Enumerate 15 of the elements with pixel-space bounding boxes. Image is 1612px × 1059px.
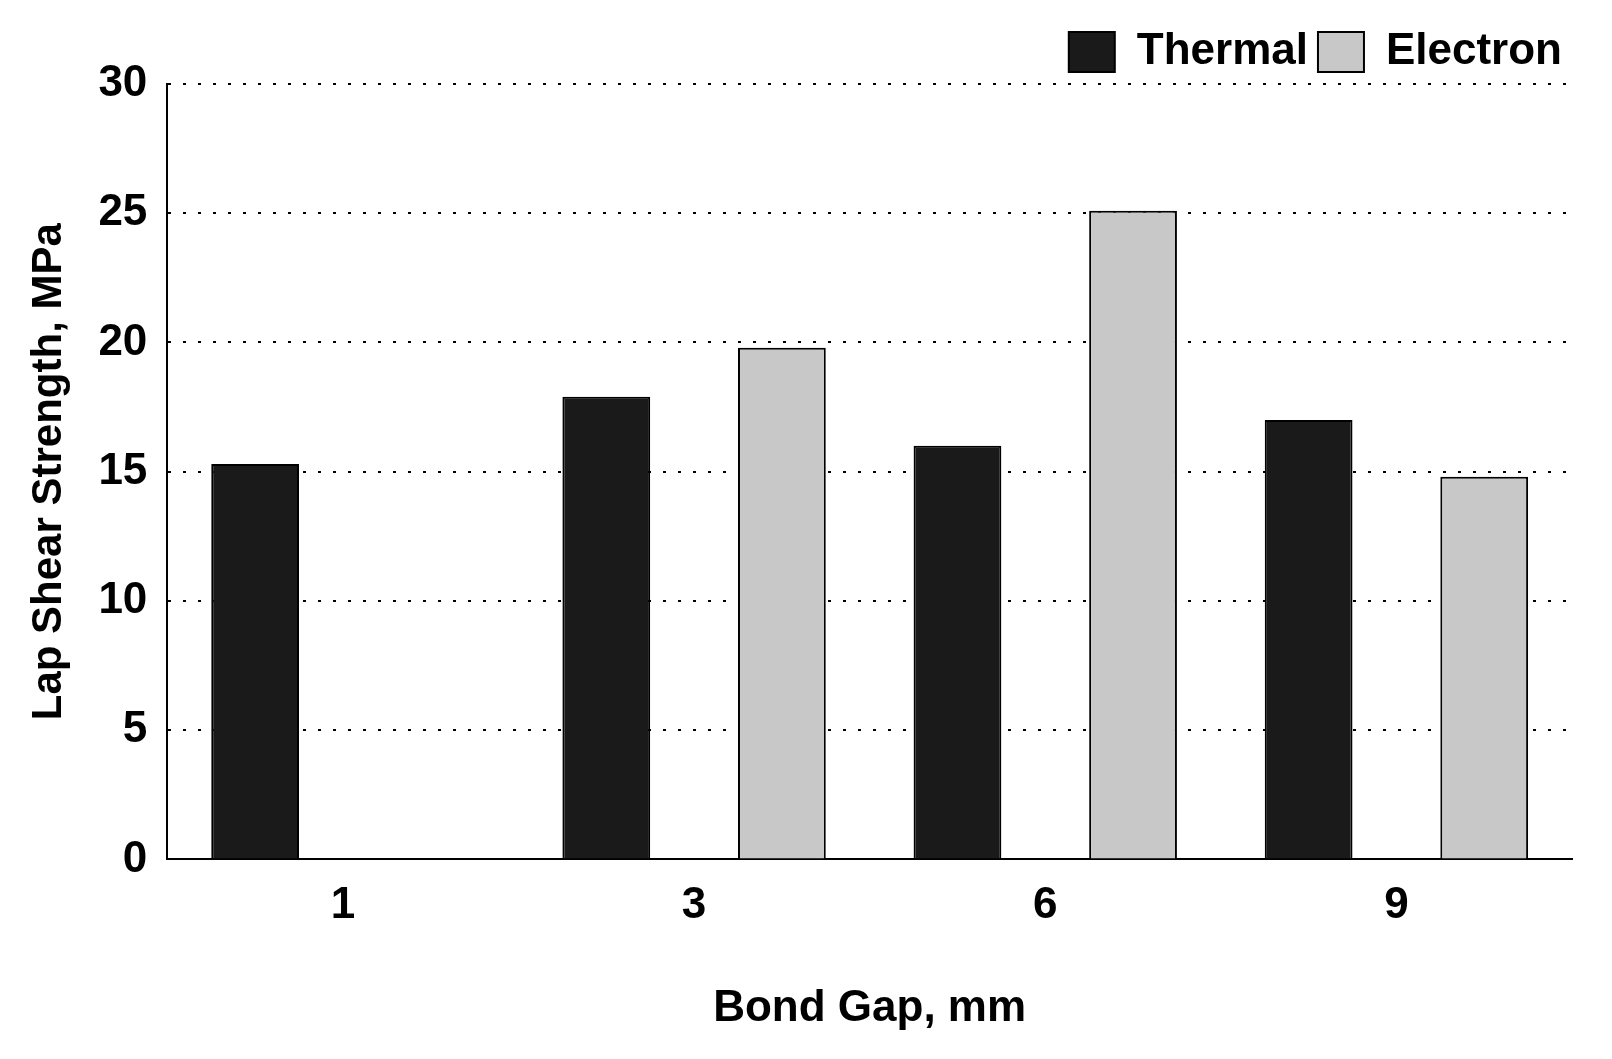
y-axis-title: Lap Shear Strength, MPa [22,222,70,721]
x-tick-label: 6 [1033,877,1058,927]
y-tick-label: 0 [122,831,148,881]
y-tick-label: 25 [98,185,148,235]
y-tick-label: 15 [98,443,148,493]
x-tick-label: 3 [681,877,707,927]
legend-label: Electron [1385,24,1562,74]
y-tick-label: 10 [98,573,148,623]
y-tick-label: 5 [122,702,148,752]
y-tick-label: 30 [98,56,148,106]
x-tick-label: 9 [1384,877,1409,927]
x-axis-title: Bond Gap, mm [713,980,1027,1030]
y-tick-label: 20 [98,314,148,364]
legend-label: Thermal [1136,24,1308,74]
x-tick-label: 1 [330,877,356,927]
